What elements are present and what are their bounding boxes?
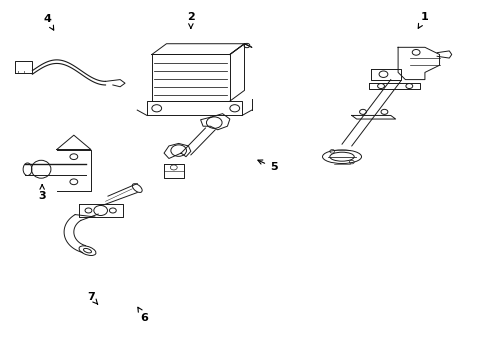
Text: 6: 6 xyxy=(138,307,148,323)
Text: 2: 2 xyxy=(186,12,194,28)
Text: 4: 4 xyxy=(43,14,54,30)
Text: 5: 5 xyxy=(257,160,277,172)
Text: 1: 1 xyxy=(417,12,428,28)
Text: 3: 3 xyxy=(38,185,46,201)
Text: 7: 7 xyxy=(87,292,98,304)
